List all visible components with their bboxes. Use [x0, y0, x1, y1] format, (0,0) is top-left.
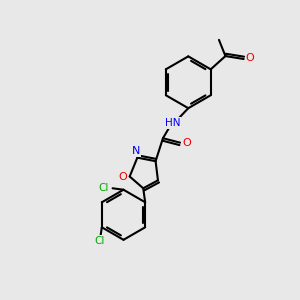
Text: HN: HN [165, 118, 180, 128]
Text: O: O [118, 172, 127, 182]
Text: N: N [132, 146, 140, 156]
Text: O: O [246, 53, 254, 63]
Text: Cl: Cl [94, 236, 105, 245]
Text: O: O [182, 138, 191, 148]
Text: Cl: Cl [99, 183, 109, 193]
